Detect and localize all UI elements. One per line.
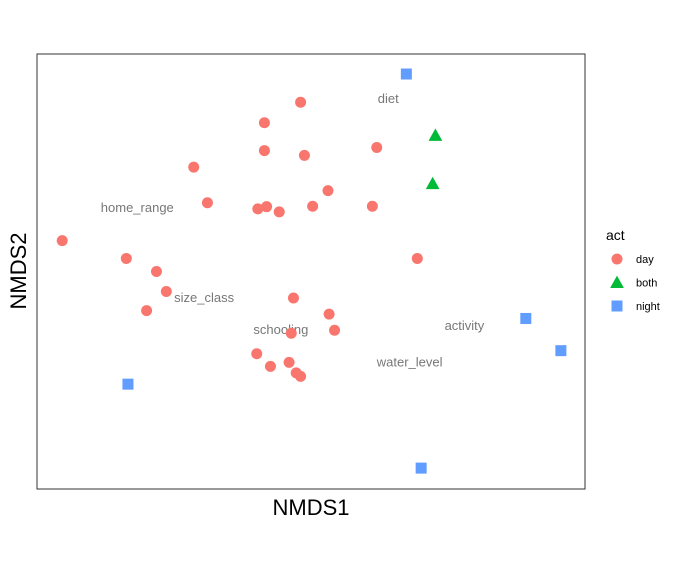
point-day-19 xyxy=(295,370,307,382)
point-day-4 xyxy=(150,266,162,277)
point-night-5 xyxy=(415,462,427,474)
point-day-28 xyxy=(411,252,423,264)
y-axis-title: NMDS2 xyxy=(6,232,31,309)
point-day-7 xyxy=(201,197,213,209)
legend-key-day xyxy=(611,253,623,265)
point-day-3 xyxy=(141,305,153,317)
point-day-6 xyxy=(188,161,200,173)
x-axis-title: NMDS1 xyxy=(272,495,349,520)
point-night-1 xyxy=(400,68,412,80)
variable-label-diet: diet xyxy=(378,91,399,106)
point-day-15 xyxy=(283,356,295,368)
variable-label-schooling: schooling xyxy=(253,322,308,337)
point-day-14 xyxy=(273,206,285,218)
variable-labels: diet home_range size_class schooling activit… xyxy=(101,91,485,369)
point-day-24 xyxy=(323,308,335,320)
point-day-22 xyxy=(307,200,319,212)
panel-border xyxy=(36,53,586,490)
point-day-5 xyxy=(160,286,172,298)
point-day-20 xyxy=(295,96,307,108)
point-day-8 xyxy=(251,348,263,360)
point-both-1 xyxy=(428,128,443,141)
variable-label-size-class: size_class xyxy=(174,290,234,305)
point-day-23 xyxy=(322,185,334,197)
legend-title: act xyxy=(606,227,625,243)
point-night-3 xyxy=(520,312,532,324)
legend-label-both: both xyxy=(636,278,657,290)
legend-label-night: night xyxy=(636,301,660,313)
legend-key-night xyxy=(611,300,623,312)
point-day-9 xyxy=(252,203,264,215)
variable-label-activity: activity xyxy=(445,318,485,333)
point-day-2 xyxy=(120,252,132,264)
point-day-12 xyxy=(261,201,273,213)
variable-label-water-level: water_level xyxy=(376,354,443,369)
point-day-25 xyxy=(329,324,341,336)
point-day-21 xyxy=(298,149,310,161)
point-day-17 xyxy=(287,292,299,304)
point-day-1 xyxy=(56,235,68,247)
point-day-16 xyxy=(285,327,297,339)
legend-label-day: day xyxy=(636,254,654,266)
variable-label-home-range: home_range xyxy=(101,200,174,215)
data-points xyxy=(56,68,567,474)
point-day-13 xyxy=(264,360,276,372)
legend-key-both xyxy=(610,275,624,288)
point-day-26 xyxy=(366,200,378,212)
legend: act day both night xyxy=(606,227,660,313)
legend-entries: day both night xyxy=(610,253,660,313)
point-day-10 xyxy=(258,145,270,157)
point-night-4 xyxy=(555,345,567,357)
point-day-11 xyxy=(258,117,270,129)
point-both-2 xyxy=(425,176,440,190)
point-night-2 xyxy=(122,378,134,390)
point-day-27 xyxy=(371,142,383,154)
